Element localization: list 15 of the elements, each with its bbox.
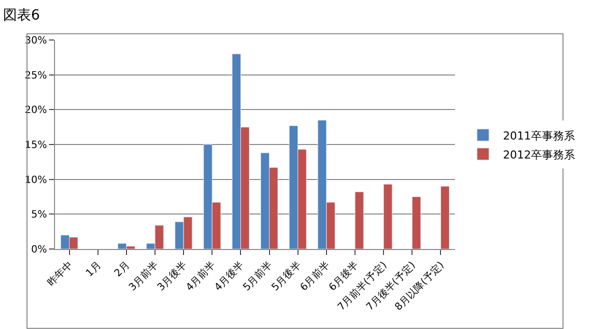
bar (354, 192, 364, 249)
x-tick-label: 2月 (112, 260, 132, 280)
x-tick-label: 1月 (84, 260, 104, 280)
y-tick-label: 5% (31, 210, 47, 221)
legend-label: 2012卒事務系 (503, 148, 575, 162)
y-tick-label: 10% (24, 174, 47, 186)
bar (440, 186, 450, 249)
bar (412, 196, 421, 249)
bar (383, 184, 392, 249)
y-tick-label: 0% (31, 244, 47, 256)
y-tick-label: 30% (24, 36, 47, 46)
y-tick-label: 15% (24, 140, 47, 151)
legend-label: 2011卒事務系 (503, 129, 575, 142)
chart-title: 図表6 (2, 8, 40, 24)
x-tick-label: 昨年中 (45, 259, 75, 289)
